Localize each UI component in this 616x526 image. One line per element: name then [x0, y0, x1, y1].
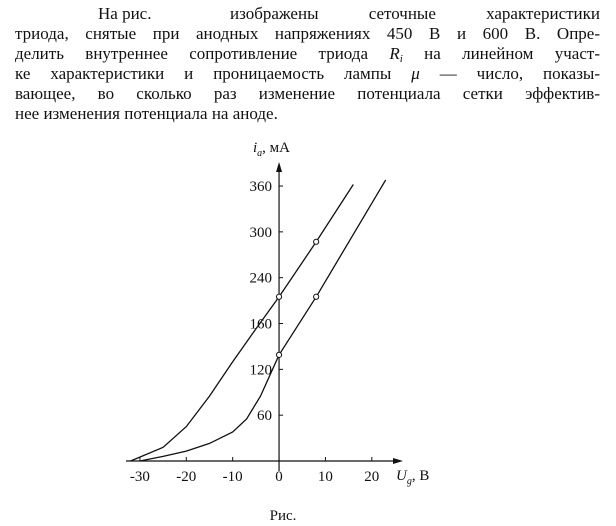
text: изображены сеточные характеристики: [230, 4, 600, 23]
x-label-subscript: g: [407, 476, 412, 487]
text: На рис.: [98, 4, 152, 23]
x-tick-label: -20: [176, 469, 196, 485]
marker-point: [275, 293, 283, 300]
y-tick-label: 160: [250, 317, 273, 333]
x-tick-label: 10: [318, 469, 333, 485]
curve: [139, 179, 387, 462]
x-axis-label: Ug, В: [396, 468, 429, 487]
y-label-unit: , мА: [262, 140, 290, 156]
symbol: μ: [411, 64, 420, 83]
text-line: На рис. изображены сеточные характеристик…: [15, 4, 600, 24]
text-line: вающее, во сколько раз изменение потенци…: [15, 84, 600, 103]
x-tick-label: 20: [364, 469, 379, 485]
symbol: R: [389, 44, 400, 63]
x-tick-label: -10: [223, 469, 243, 485]
text: на линейном участ-: [402, 44, 600, 63]
y-tick-label: 60: [257, 408, 272, 424]
y-tick-label: 240: [250, 271, 273, 287]
x-tick-label: 0: [275, 469, 283, 485]
caption: Рис.: [270, 508, 297, 524]
text: делить внутреннее сопротивление триода: [15, 44, 390, 63]
x-tick-label: -30: [130, 469, 150, 485]
marker-point: [313, 293, 320, 300]
text-line: триода, снятые при анодных напряжениях 4…: [15, 24, 600, 43]
y-label-symbol: i: [253, 140, 257, 156]
y-tick-label: 300: [250, 225, 273, 241]
symbol-subscript: i: [399, 53, 403, 65]
x-label-unit: , В: [412, 468, 430, 484]
y-tick-label: 360: [250, 179, 273, 195]
x-label-symbol: U: [396, 468, 408, 484]
y-axis-label: ia, мА: [253, 140, 290, 159]
text-line: ке характеристики и проницаемость лампы …: [15, 64, 600, 84]
y-label-subscript: a: [257, 148, 262, 159]
text: — число, показы-: [419, 64, 600, 83]
text-line: делить внутреннее сопротивление триода R…: [15, 44, 600, 65]
text-line: нее изменения потенциала на аноде.: [15, 104, 278, 123]
curve: [130, 184, 354, 462]
marker-point: [275, 351, 283, 358]
x-axis-arrow: [393, 458, 403, 464]
text: ке характеристики и проницаемость лампы: [15, 64, 412, 83]
y-axis-arrow: [276, 162, 283, 172]
marker-point: [313, 238, 320, 245]
y-tick-label: 120: [250, 362, 273, 378]
